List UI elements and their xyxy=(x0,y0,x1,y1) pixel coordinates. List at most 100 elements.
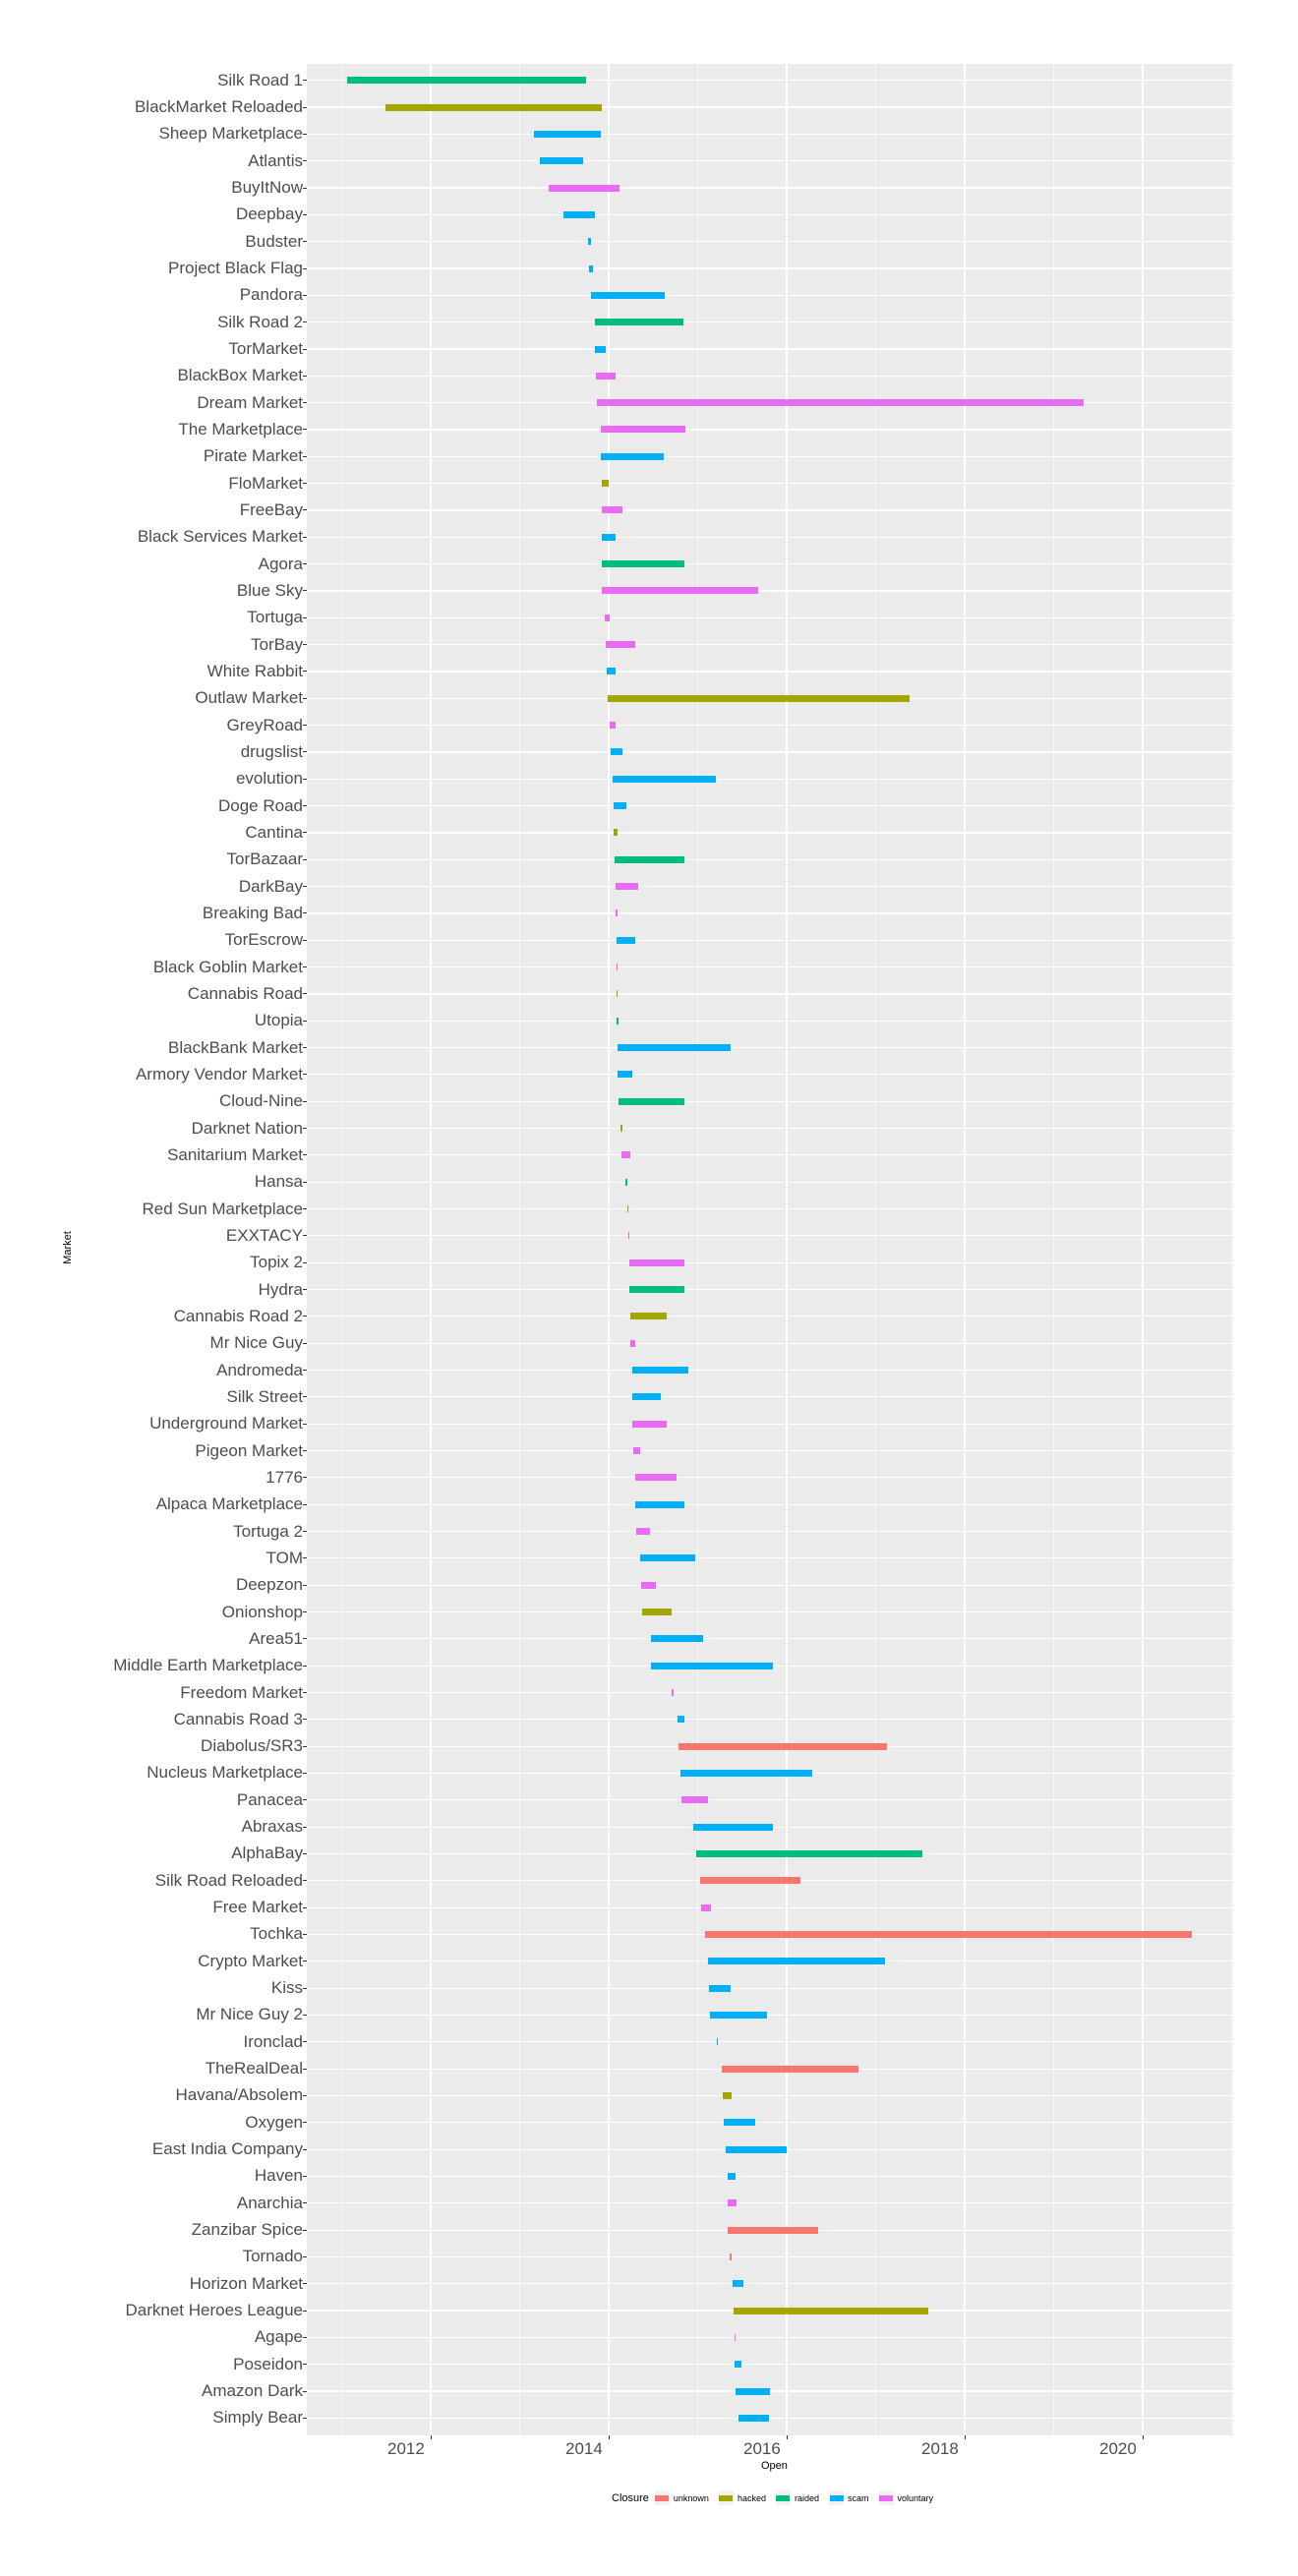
y-tick xyxy=(303,241,307,243)
market-label: AlphaBay xyxy=(231,1844,303,1863)
row-gridline xyxy=(307,2255,1233,2258)
y-tick xyxy=(303,2417,307,2419)
y-tick xyxy=(303,858,307,860)
row-gridline xyxy=(307,590,1233,592)
minor-gridline xyxy=(697,64,698,2435)
y-tick xyxy=(303,106,307,108)
y-tick xyxy=(303,1370,307,1372)
row-gridline xyxy=(307,1046,1233,1049)
y-tick xyxy=(303,1880,307,1882)
row-gridline xyxy=(307,858,1233,860)
row-gridline xyxy=(307,616,1233,618)
market-bar xyxy=(562,210,595,218)
row-gridline xyxy=(307,2336,1233,2338)
market-bar xyxy=(734,2333,736,2341)
market-bar xyxy=(672,1689,675,1696)
row-gridline xyxy=(307,1987,1233,1989)
y-tick xyxy=(303,993,307,995)
market-label: Dream Market xyxy=(197,392,303,412)
market-label: Tortuga 2 xyxy=(233,1521,303,1541)
y-tick xyxy=(303,2014,307,2016)
market-bar xyxy=(722,2091,732,2099)
market-bar xyxy=(710,2011,768,2019)
market-bar xyxy=(642,1609,673,1615)
row-gridline xyxy=(307,160,1233,162)
market-label: Budster xyxy=(245,231,303,251)
y-tick xyxy=(303,1826,307,1828)
legend-swatch xyxy=(655,2494,670,2501)
x-axis-title: Open xyxy=(761,2460,788,2472)
market-bar xyxy=(607,668,617,675)
y-tick xyxy=(303,402,307,404)
y-tick xyxy=(303,1235,307,1237)
y-tick xyxy=(303,1020,307,1022)
market-label: Mr Nice Guy xyxy=(209,1333,303,1353)
y-tick xyxy=(303,886,307,888)
y-tick xyxy=(303,2283,307,2285)
y-tick xyxy=(303,1396,307,1398)
market-label: BuyItNow xyxy=(231,178,303,198)
legend: Closure unknown hacked raided scam voluntary xyxy=(612,2490,943,2505)
minor-gridline xyxy=(1053,64,1054,2435)
y-tick xyxy=(303,1477,307,1479)
y-tick xyxy=(303,2255,307,2257)
market-bar xyxy=(601,480,609,488)
market-bar xyxy=(641,1581,656,1589)
row-gridline xyxy=(307,106,1233,108)
y-tick xyxy=(303,1719,307,1721)
y-tick xyxy=(303,1692,307,1693)
y-tick xyxy=(303,1261,307,1263)
market-bar xyxy=(618,1044,731,1052)
market-bar xyxy=(620,1125,623,1133)
legend-key-hacked xyxy=(718,2490,734,2505)
legend-swatch xyxy=(829,2494,844,2501)
y-tick xyxy=(303,536,307,538)
legend-swatch xyxy=(719,2494,734,2501)
market-label: Cloud-Nine xyxy=(218,1091,303,1111)
market-bar xyxy=(627,1205,628,1213)
y-tick xyxy=(303,966,307,968)
market-bar xyxy=(628,1286,684,1294)
legend-label-scam: scam xyxy=(848,2492,869,2503)
market-label: evolution xyxy=(235,769,303,789)
market-label: Cantina xyxy=(245,822,303,842)
y-tick xyxy=(303,1450,307,1452)
market-label: Silk Street xyxy=(226,1386,303,1406)
market-label: Silk Road 2 xyxy=(217,312,303,331)
market-bar xyxy=(533,130,601,138)
row-gridline xyxy=(307,1261,1233,1263)
market-bar xyxy=(618,1071,632,1079)
y-tick xyxy=(303,2390,307,2392)
market-bar xyxy=(635,1474,677,1482)
market-label: Free Market xyxy=(212,1898,303,1917)
market-bar xyxy=(732,2280,743,2288)
market-label: Sheep Marketplace xyxy=(158,124,303,144)
market-label: BlackBox Market xyxy=(177,366,303,385)
row-gridline xyxy=(307,455,1233,457)
market-bar xyxy=(597,399,1085,407)
market-label: Poseidon xyxy=(233,2354,303,2373)
market-label: BlackBank Market xyxy=(168,1037,303,1057)
y-tick xyxy=(303,1316,307,1317)
row-gridline xyxy=(307,563,1233,565)
market-label: Zanzibar Spice xyxy=(191,2220,303,2240)
row-gridline xyxy=(307,1316,1233,1317)
row-gridline xyxy=(307,80,1233,82)
market-bar xyxy=(677,1716,684,1724)
y-tick xyxy=(303,1611,307,1612)
market-label: TheRealDeal xyxy=(205,2059,303,2078)
row-gridline xyxy=(307,375,1233,377)
y-tick xyxy=(303,1799,307,1801)
row-gridline xyxy=(307,1127,1233,1130)
market-bar xyxy=(678,1742,888,1750)
legend-key-scam xyxy=(829,2490,844,2505)
minor-gridline xyxy=(875,64,876,2435)
market-bar xyxy=(540,157,583,165)
y-tick xyxy=(303,751,307,753)
market-label: drugslist xyxy=(240,741,303,761)
row-gridline xyxy=(307,213,1233,215)
market-label: Sanitarium Market xyxy=(167,1144,303,1164)
row-gridline xyxy=(307,1503,1233,1505)
row-gridline xyxy=(307,966,1233,968)
